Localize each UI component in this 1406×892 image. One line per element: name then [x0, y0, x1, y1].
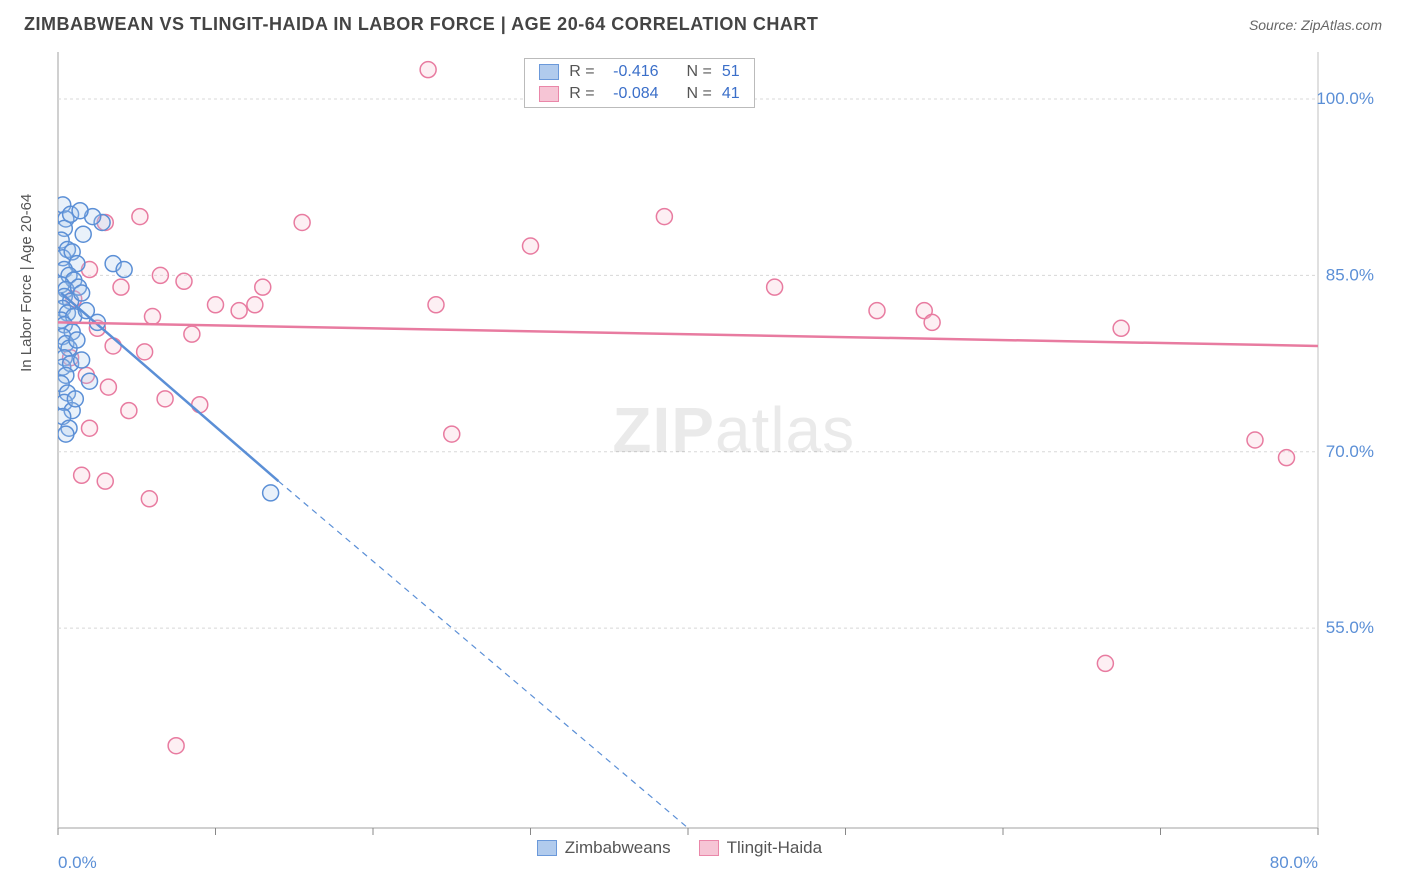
- svg-text:70.0%: 70.0%: [1326, 442, 1374, 461]
- chart-title: ZIMBABWEAN VS TLINGIT-HAIDA IN LABOR FOR…: [24, 14, 818, 35]
- legend-item-series-a: Zimbabweans: [537, 838, 671, 858]
- svg-text:80.0%: 80.0%: [1270, 853, 1318, 872]
- legend-row-series-b: R = -0.084 N = 41: [525, 83, 753, 105]
- correlation-legend: R = -0.416 N = 51 R = -0.084 N = 41: [524, 58, 754, 108]
- legend-row-series-a: R = -0.416 N = 51: [525, 61, 753, 83]
- swatch-series-b: [699, 840, 719, 856]
- svg-text:85.0%: 85.0%: [1326, 265, 1374, 284]
- scatter-plot: 55.0% 70.0% 85.0% 100.0% 0.0% 80.0%: [24, 48, 1382, 874]
- svg-text:100.0%: 100.0%: [1316, 89, 1374, 108]
- swatch-series-a: [537, 840, 557, 856]
- source-attribution: Source: ZipAtlas.com: [1249, 17, 1382, 33]
- swatch-series-a: [539, 64, 559, 80]
- chart-container: In Labor Force | Age 20-64 55.0%70.0%85.…: [24, 48, 1382, 874]
- y-axis-label: In Labor Force | Age 20-64: [18, 194, 35, 372]
- swatch-series-b: [539, 86, 559, 102]
- legend-item-series-b: Tlingit-Haida: [699, 838, 822, 858]
- svg-text:55.0%: 55.0%: [1326, 618, 1374, 637]
- svg-text:0.0%: 0.0%: [58, 853, 97, 872]
- series-legend: Zimbabweans Tlingit-Haida: [537, 838, 822, 858]
